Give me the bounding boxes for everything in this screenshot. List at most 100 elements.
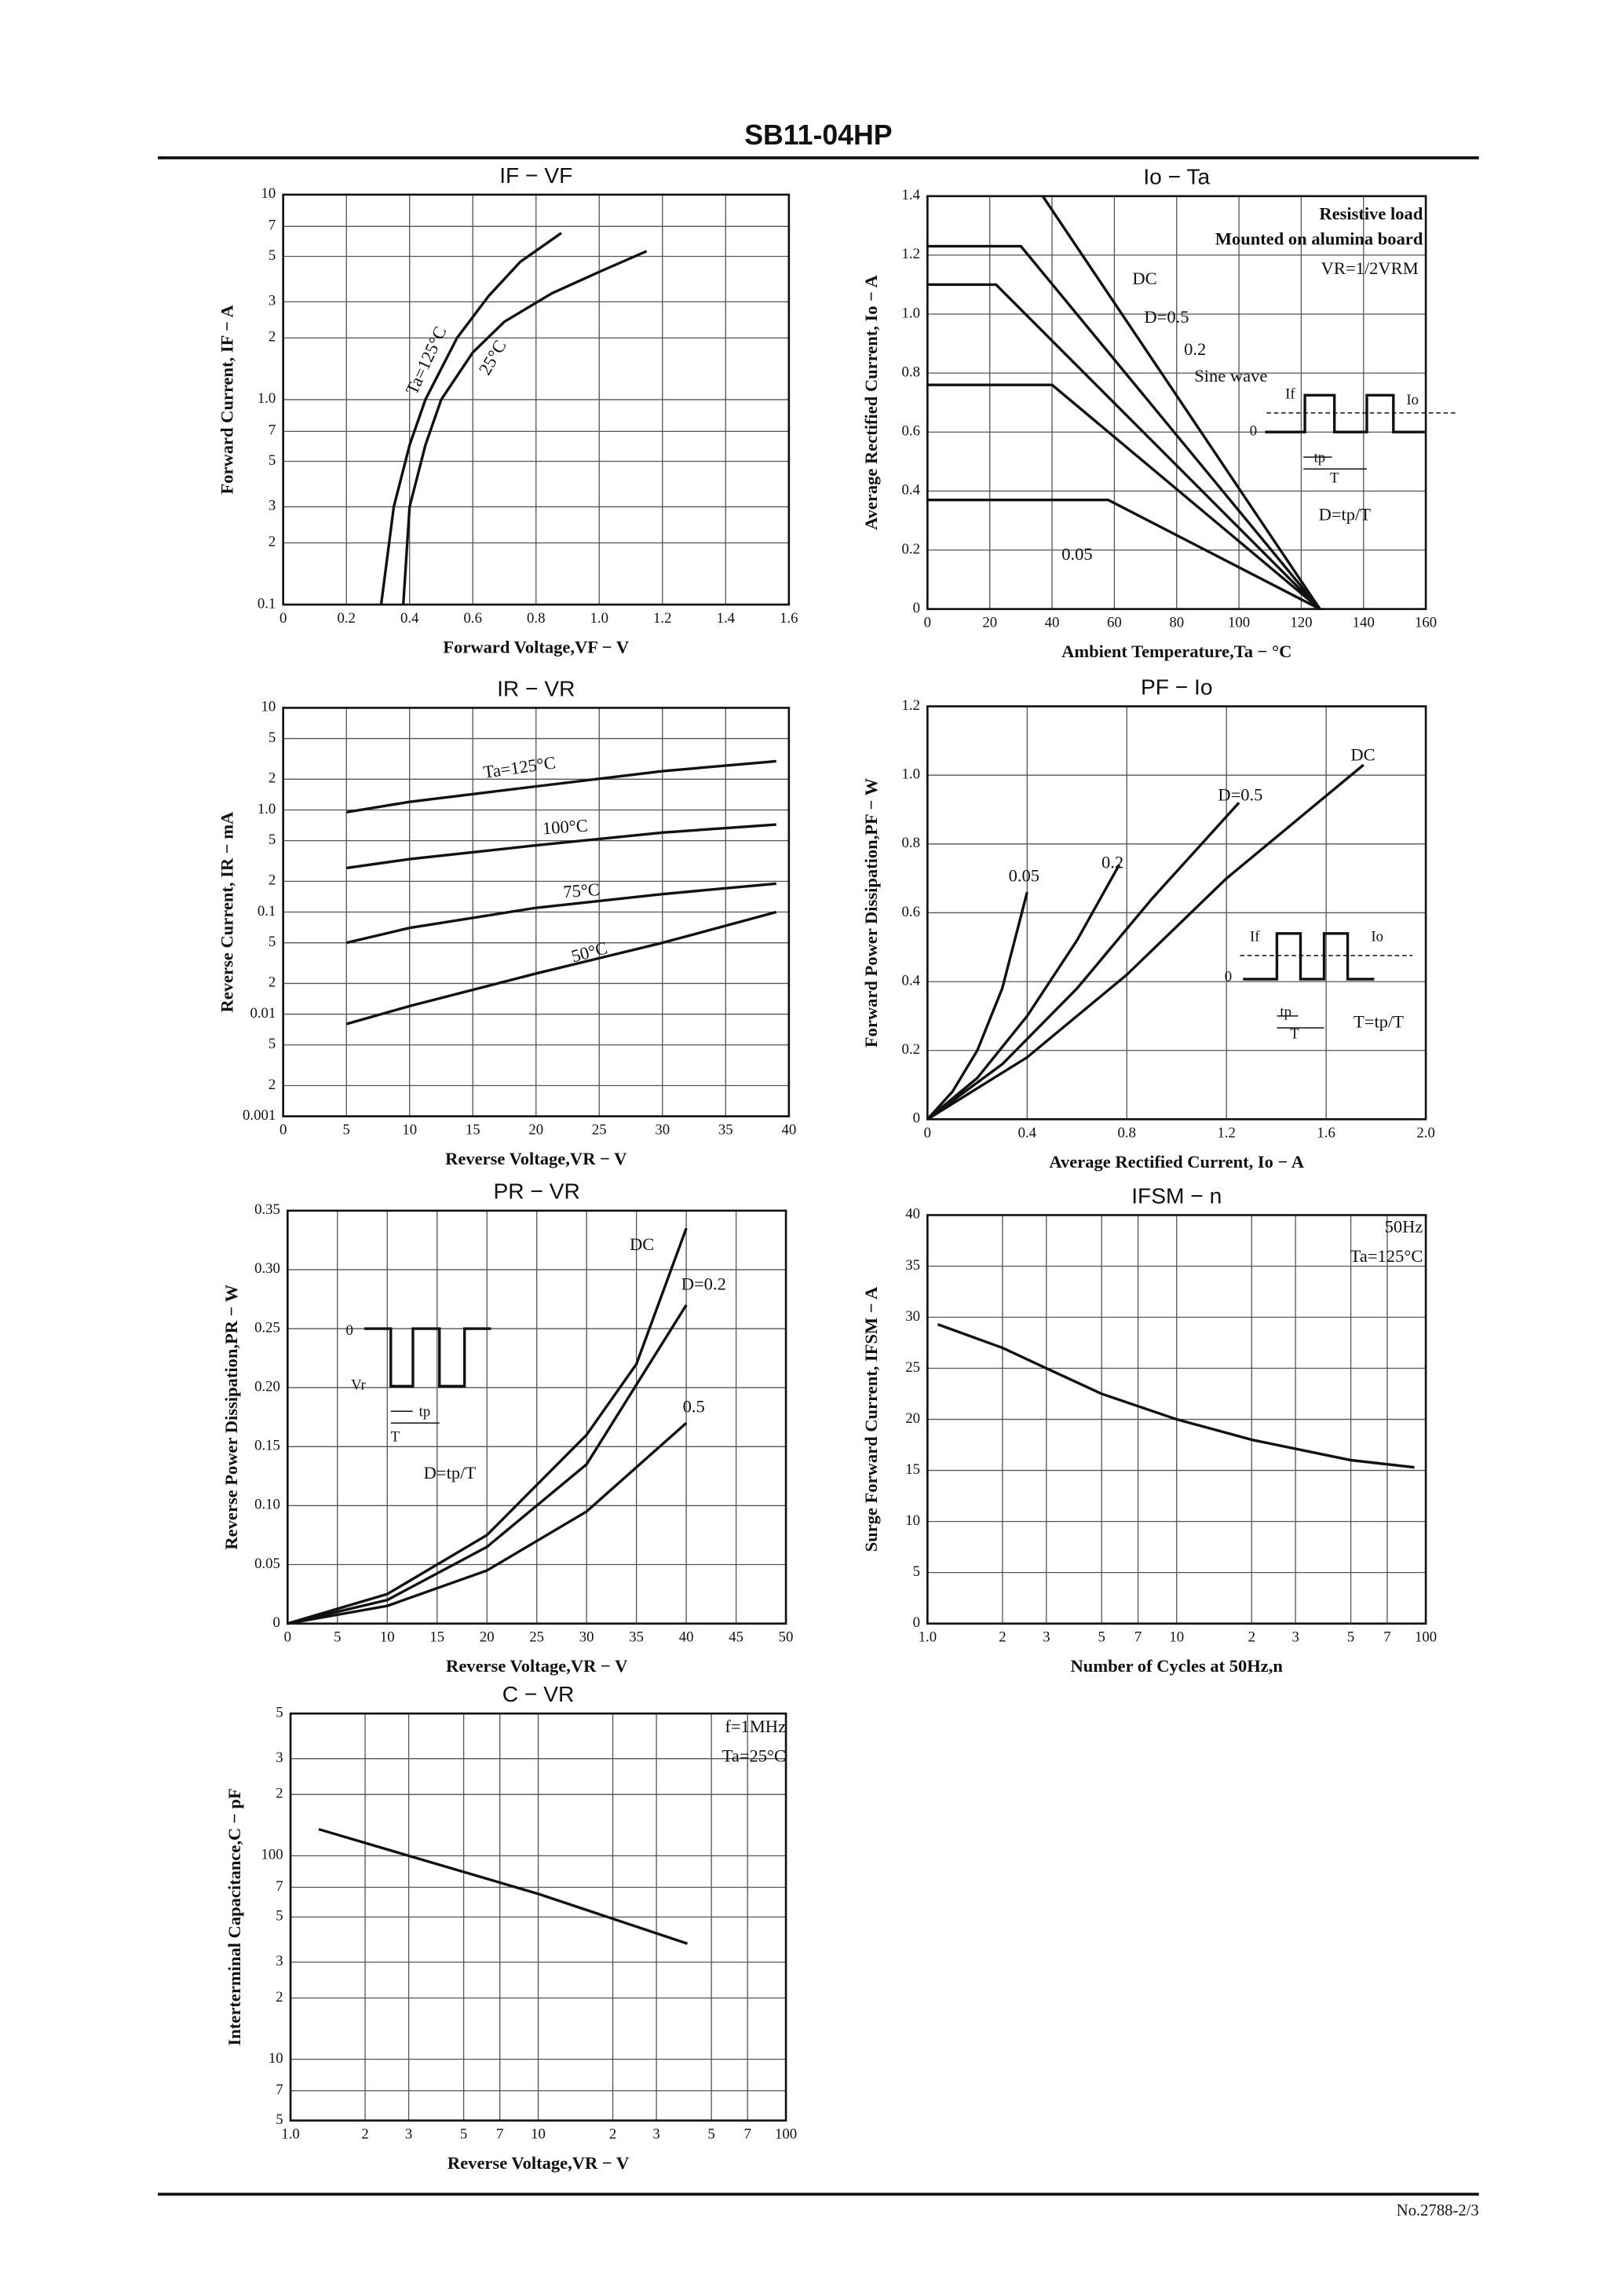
x-tick-label: 1.2 [653, 610, 671, 627]
series-line [287, 1227, 688, 1625]
annotation: f=1MHz [725, 1717, 786, 1736]
x-tick-label: 2 [609, 2126, 616, 2143]
pulse-waveform [363, 1327, 491, 1387]
y-tick-label: 5 [269, 729, 276, 746]
y-tick-label: 0.001 [243, 1107, 276, 1124]
y-tick-label: 10 [905, 1512, 920, 1529]
series-label: 0.05 [1009, 866, 1039, 886]
y-tick-label: 1.2 [902, 246, 920, 262]
x-tick-label: 0.8 [527, 610, 545, 627]
y-axis-label: Forward Power Dissipation,PF − W [861, 777, 881, 1047]
chart: 0 0.4 0.8 1.2 1.6 2.0 0 0.2 0.4 0.6 0.8 1.0 1.2 PF − … [861, 675, 1435, 1171]
pulse-waveform [1265, 393, 1427, 433]
y-tick-label: 7 [269, 422, 276, 439]
x-tick-label: 1.0 [590, 610, 608, 627]
annotation: 0 [1225, 968, 1232, 985]
y-tick-label: 3 [269, 293, 276, 309]
y-tick-label: 0.10 [254, 1497, 280, 1513]
y-tick-label: 0 [913, 1614, 920, 1631]
series-label: D=0.5 [1144, 307, 1189, 327]
series-line [345, 910, 777, 1026]
y-tick-label: 0.01 [250, 1005, 276, 1022]
plot-frame [926, 1214, 1427, 1625]
y-tick-label: 0.20 [254, 1378, 280, 1395]
series-line [927, 383, 1321, 610]
series-line [926, 763, 1364, 1121]
x-tick-label: 5 [343, 1122, 350, 1139]
chart: 1.0 2 3 5 7 10 2 3 5 7 100 5 7 10 2 3 5 7 100 2 3 5 C − VR Reve… [225, 1682, 797, 2173]
annotation: T [1290, 1026, 1299, 1043]
annotation: 0 [345, 1322, 353, 1339]
y-tick-label: 0.30 [254, 1260, 280, 1277]
y-tick-label: 0.25 [254, 1319, 280, 1336]
series-line [927, 244, 1321, 610]
annotation: 0 [1250, 423, 1257, 440]
series-line [401, 250, 648, 605]
chart: 0 20 40 60 80 100 120 140 160 0 0.2 0.4 0.6 0.8 1.0 1.2… [861, 165, 1456, 661]
chart: 0 5 10 15 20 25 30 35 40 45 50 0 0.05 0.10 0.15 0.20 0.2… [221, 1179, 793, 1676]
x-tick-label: 50 [779, 1629, 794, 1646]
page-title: SB11-04HP [744, 119, 892, 151]
y-tick-label: 1.0 [902, 305, 920, 321]
plot-frame [926, 195, 1427, 610]
x-tick-label: 100 [1228, 615, 1250, 631]
x-tick-label: 7 [1383, 1629, 1390, 1646]
x-tick-label: 20 [480, 1629, 495, 1646]
y-tick-label: 35 [905, 1257, 920, 1274]
x-tick-label: 15 [466, 1122, 480, 1139]
y-tick-label: 0.1 [258, 903, 276, 919]
x-axis-label: Forward Voltage,VF − V [443, 637, 629, 656]
annotation: Ta=25°C [722, 1746, 786, 1766]
chart-title: Io − Ta [1143, 165, 1210, 189]
y-tick-label: 2 [276, 1989, 283, 2005]
y-axis-label: Average Rectified Current, Io − A [861, 275, 881, 530]
y-tick-label: 2 [269, 1077, 276, 1093]
y-tick-label: 5 [269, 247, 276, 264]
series-line [926, 802, 1240, 1121]
x-tick-label: 40 [781, 1122, 796, 1139]
plot-frame [287, 1209, 787, 1625]
y-tick-label: 1.4 [902, 187, 921, 203]
series-line [926, 891, 1028, 1121]
annotation: tp [419, 1403, 431, 1420]
y-tick-label: 2 [269, 974, 276, 991]
y-tick-label: 1.0 [258, 390, 276, 407]
y-tick-label: 3 [269, 498, 276, 514]
series-line [379, 232, 562, 605]
y-tick-label: 1.0 [258, 801, 276, 817]
plot-frame [289, 1712, 787, 2122]
y-tick-label: 40 [905, 1206, 920, 1223]
series-line [345, 759, 776, 814]
series-line [926, 864, 1121, 1121]
x-tick-label: 1.0 [281, 2126, 299, 2143]
x-tick-label: 2 [1248, 1629, 1255, 1646]
x-tick-label: 25 [592, 1122, 607, 1139]
y-tick-label: 7 [276, 1878, 283, 1895]
y-tick-label: 5 [269, 452, 276, 469]
x-tick-label: 0.4 [400, 610, 419, 627]
y-tick-label: 100 [261, 1847, 283, 1863]
y-tick-label: 2 [276, 1786, 283, 1802]
x-tick-label: 1.6 [780, 610, 798, 627]
x-tick-label: 15 [429, 1629, 444, 1646]
chart: 0 5 10 15 20 25 30 35 400.001250.01250.1251.0251… [217, 676, 796, 1168]
x-tick-label: 0.6 [464, 610, 482, 627]
x-tick-label: 60 [1107, 615, 1122, 631]
y-tick-label: 7 [276, 2082, 283, 2098]
x-tick-label: 35 [718, 1122, 733, 1139]
x-axis-label: Reverse Voltage,VR − V [448, 2153, 629, 2173]
x-axis-label: Reverse Voltage,VR − V [446, 1656, 627, 1676]
chart-title: IR − VR [497, 676, 575, 700]
annotation: 50Hz [1385, 1217, 1423, 1237]
y-tick-label: 2 [269, 872, 276, 889]
x-tick-label: 0 [284, 1629, 291, 1646]
x-tick-label: 45 [729, 1629, 743, 1646]
plot-frame [282, 707, 791, 1117]
y-tick-label: 0.6 [902, 904, 920, 920]
annotation: T [1330, 470, 1339, 487]
page-number: No.2788-2/3 [1397, 2203, 1479, 2220]
y-tick-label: 0.6 [902, 423, 920, 440]
